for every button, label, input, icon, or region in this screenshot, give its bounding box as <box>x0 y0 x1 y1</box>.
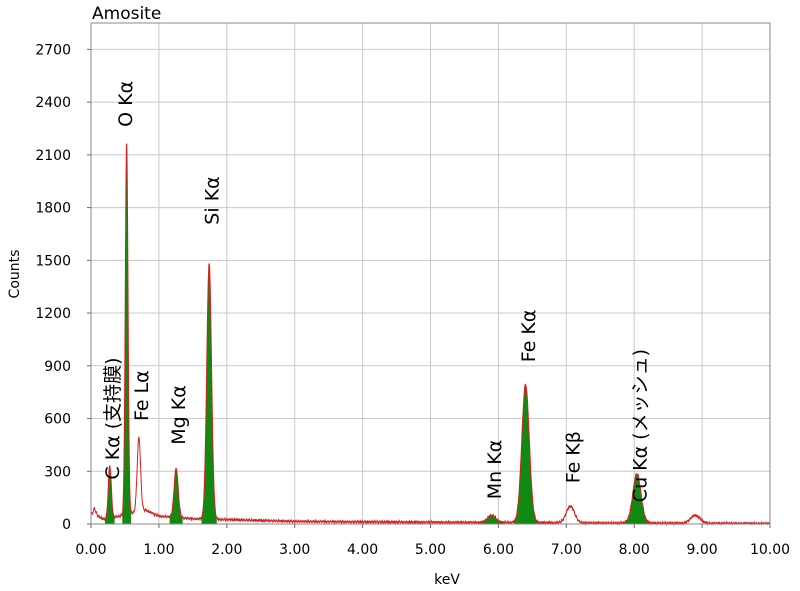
x-axis-label: keV <box>434 572 460 588</box>
peak-fill <box>169 468 183 524</box>
y-tick-labels: 0 300 600 900 1200 1500 1800 2100 2400 2700 <box>35 42 71 533</box>
x-tick-label: 8.00 <box>619 542 650 558</box>
peak-label: Fe Lα <box>131 370 153 421</box>
x-tick-label: 2.00 <box>211 542 242 558</box>
y-tick-label: 1800 <box>35 201 71 217</box>
peak-label: Fe Kβ <box>562 431 584 483</box>
x-tick-labels: 0.00 1.00 2.00 3.00 4.00 5.00 6.00 7.00 8.00 9.00… <box>75 542 790 558</box>
peak-label: C Kα (支持膜) <box>102 357 124 479</box>
y-tick-label: 1200 <box>35 306 71 322</box>
y-tick-label: 900 <box>44 359 71 375</box>
peak-label: Fe Kα <box>518 310 540 363</box>
y-tick-label: 600 <box>44 412 71 428</box>
peak-label: Mn Kα <box>484 440 506 499</box>
y-tick-label: 2700 <box>35 42 71 58</box>
plot-frame <box>90 22 771 525</box>
x-tick-label: 0.00 <box>75 542 106 558</box>
peak-label: Si Kα <box>202 176 224 224</box>
x-tick-label: 5.00 <box>415 542 446 558</box>
x-tick-label: 10.00 <box>750 542 790 558</box>
x-tick-label: 7.00 <box>551 542 582 558</box>
x-tick-label: 9.00 <box>687 542 718 558</box>
y-tick-label: 0 <box>62 517 71 533</box>
peak-labels: C Kα (支持膜) O Kα Fe Lα Mg Kα Si Kα Mn Kα Fe Kα F… <box>102 81 652 502</box>
y-tick-label: 2400 <box>35 95 71 111</box>
x-tick-label: 4.00 <box>347 542 378 558</box>
peak-label: Mg Kα <box>168 385 190 444</box>
y-tick-label: 300 <box>44 464 71 480</box>
peak-label: Cu Kα (メッシュ) <box>630 349 652 502</box>
y-tick-label: 1500 <box>35 253 71 269</box>
x-tick-label: 3.00 <box>279 542 310 558</box>
y-tick-label: 2100 <box>35 148 71 164</box>
peak-label: O Kα <box>115 81 137 127</box>
spectrum-line <box>90 143 771 526</box>
chart-title: Amosite <box>92 4 161 24</box>
grid-lines <box>87 23 771 528</box>
y-axis-label: Counts <box>7 250 23 299</box>
x-tick-label: 1.00 <box>143 542 174 558</box>
spectrum-layer <box>90 143 771 526</box>
x-tick-label: 6.00 <box>483 542 514 558</box>
